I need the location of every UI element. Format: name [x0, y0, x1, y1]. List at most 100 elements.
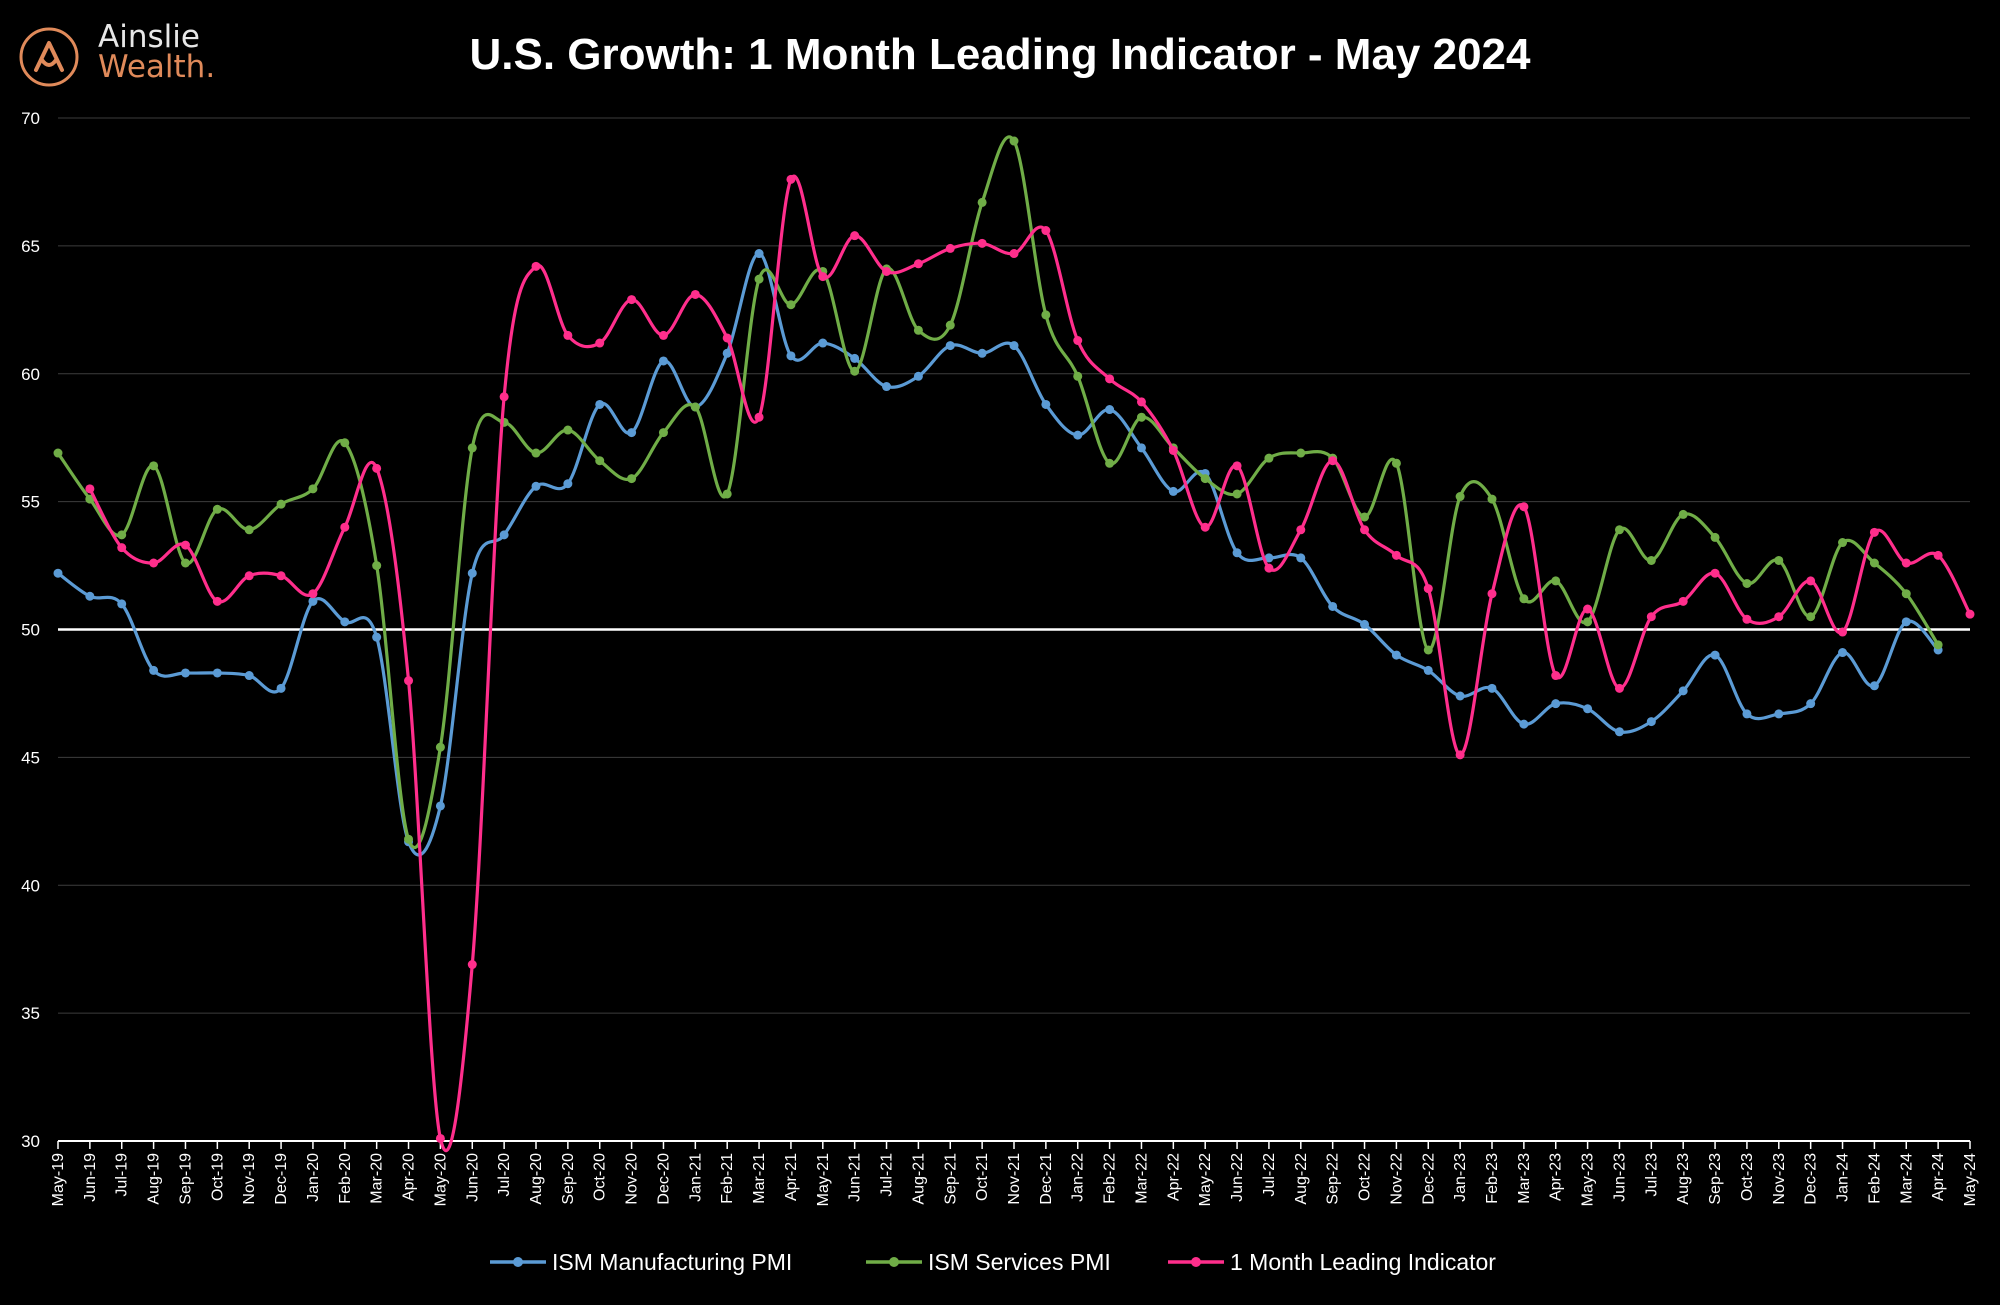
- legend-swatch-marker: [1191, 1257, 1201, 1267]
- data-point: [467, 960, 477, 970]
- y-tick-label: 30: [21, 1132, 40, 1151]
- x-tick-label: Dec-22: [1420, 1153, 1437, 1205]
- data-point: [1328, 456, 1338, 466]
- data-point: [722, 348, 732, 358]
- data-point: [658, 330, 668, 340]
- x-tick-label: Nov-20: [624, 1153, 641, 1205]
- series-ism-services-pmi: [53, 135, 1943, 849]
- data-point: [1073, 336, 1083, 346]
- data-point: [1296, 553, 1306, 563]
- legend-label: ISM Services PMI: [928, 1249, 1111, 1275]
- data-point: [754, 249, 764, 259]
- data-point: [276, 683, 286, 693]
- data-point: [149, 461, 159, 471]
- x-tick-label: Aug-22: [1293, 1153, 1310, 1205]
- x-tick-label: Mar-23: [1516, 1153, 1533, 1204]
- x-tick-label: Mar-24: [1898, 1153, 1915, 1204]
- legend-label: ISM Manufacturing PMI: [552, 1249, 792, 1275]
- data-point: [945, 341, 955, 351]
- x-tick-label: May-20: [432, 1153, 449, 1206]
- data-point: [1646, 555, 1656, 565]
- y-axis-ticks: 30 35 40 45 50 55 60 65 70: [21, 109, 40, 1151]
- data-point: [1105, 458, 1115, 468]
- x-tick-label: Feb-22: [1102, 1153, 1119, 1204]
- data-point: [1774, 612, 1784, 622]
- legend-swatch-marker: [513, 1257, 523, 1267]
- x-tick-label: Oct-21: [974, 1153, 991, 1201]
- data-point: [308, 484, 318, 494]
- data-point: [1806, 576, 1816, 586]
- series-lines: [53, 135, 1975, 1153]
- series-line: [88, 174, 1972, 1153]
- x-axis-ticks: May-19 Jun-19 Jul-19 Aug-19 Sep-19 Oct-19 Nov-…: [50, 1141, 1979, 1206]
- data-point: [180, 540, 190, 550]
- data-point: [435, 801, 445, 811]
- x-tick-label: Aug-23: [1675, 1153, 1692, 1205]
- data-point: [754, 274, 764, 284]
- data-point: [372, 632, 382, 642]
- data-point: [308, 596, 318, 606]
- data-point: [913, 371, 923, 381]
- data-point: [1806, 612, 1816, 622]
- x-tick-label: Jan-21: [687, 1153, 704, 1202]
- data-point: [1678, 686, 1688, 696]
- x-tick-label: Nov-21: [1006, 1153, 1023, 1205]
- x-tick-label: Mar-21: [751, 1153, 768, 1204]
- data-point: [1742, 578, 1752, 588]
- data-point: [786, 174, 796, 184]
- x-tick-label: Feb-24: [1866, 1153, 1883, 1204]
- data-point: [1264, 563, 1274, 573]
- data-point: [340, 522, 350, 532]
- data-point: [1869, 681, 1879, 691]
- data-point: [563, 479, 573, 489]
- data-point: [1678, 596, 1688, 606]
- x-tick-label: Sep-19: [177, 1153, 194, 1205]
- x-tick-label: Feb-20: [337, 1153, 354, 1204]
- data-point: [1614, 683, 1624, 693]
- data-point: [1901, 617, 1911, 627]
- brand-logo: Ainslie Wealth.: [18, 16, 258, 96]
- data-point: [1869, 527, 1879, 537]
- x-tick-label: Jun-19: [82, 1153, 99, 1202]
- data-point: [977, 348, 987, 358]
- data-point: [1869, 558, 1879, 568]
- x-tick-label: May-22: [1197, 1153, 1214, 1206]
- x-tick-label: Jul-20: [496, 1153, 513, 1197]
- data-point: [1551, 699, 1561, 709]
- brand-name-line1: Ainslie: [98, 19, 200, 55]
- y-tick-label: 40: [21, 876, 40, 895]
- x-tick-label: Sep-23: [1707, 1153, 1724, 1205]
- x-tick-label: Sep-20: [560, 1153, 577, 1205]
- data-point: [690, 402, 700, 412]
- data-point: [1168, 486, 1178, 496]
- data-point: [1423, 665, 1433, 675]
- x-tick-label: Jan-22: [1070, 1153, 1087, 1202]
- data-point: [1742, 709, 1752, 719]
- data-point: [1360, 512, 1370, 522]
- data-point: [1487, 683, 1497, 693]
- data-point: [882, 266, 892, 276]
- data-point: [690, 289, 700, 299]
- x-tick-label: Sep-21: [942, 1153, 959, 1205]
- data-point: [1264, 453, 1274, 463]
- x-tick-label: May-21: [815, 1153, 832, 1206]
- data-point: [818, 338, 828, 348]
- data-point: [1136, 443, 1146, 453]
- data-point: [372, 561, 382, 571]
- data-point: [1136, 397, 1146, 407]
- legend-item: ISM Manufacturing PMI: [490, 1249, 792, 1275]
- data-point: [595, 338, 605, 348]
- data-point: [1105, 405, 1115, 415]
- x-tick-label: Jan-24: [1835, 1153, 1852, 1202]
- data-point: [1933, 640, 1943, 650]
- x-tick-label: May-19: [50, 1153, 67, 1206]
- y-tick-label: 60: [21, 365, 40, 384]
- x-tick-label: Oct-19: [209, 1153, 226, 1201]
- data-point: [117, 599, 127, 609]
- brand-name-line2: Wealth.: [98, 49, 216, 85]
- x-tick-label: Apr-24: [1930, 1153, 1947, 1201]
- data-point: [945, 243, 955, 253]
- data-point: [786, 351, 796, 361]
- x-tick-label: Apr-22: [1165, 1153, 1182, 1201]
- data-point: [499, 530, 509, 540]
